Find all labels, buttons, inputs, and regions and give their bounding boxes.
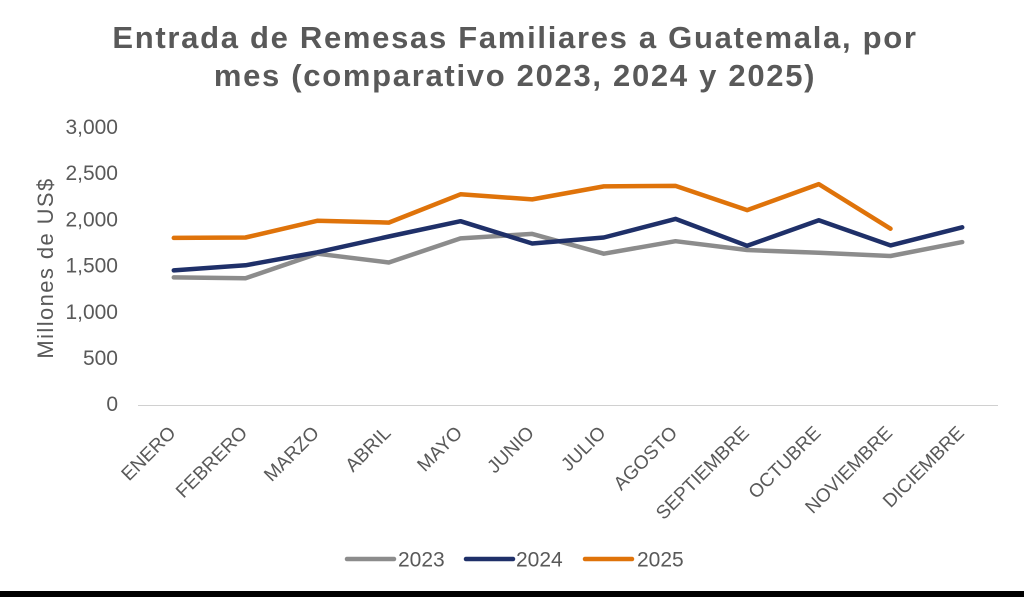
svg-text:JUNIO: JUNIO: [484, 423, 539, 478]
svg-text:FEBRERO: FEBRERO: [172, 423, 252, 503]
svg-text:0: 0: [106, 393, 118, 416]
svg-text:1,500: 1,500: [65, 255, 118, 278]
svg-text:AGOSTO: AGOSTO: [610, 423, 682, 495]
svg-text:MAYO: MAYO: [414, 423, 467, 476]
svg-text:2,000: 2,000: [65, 208, 118, 231]
svg-text:500: 500: [83, 347, 118, 370]
svg-text:Millones de US$: Millones de US$: [33, 177, 58, 358]
svg-text:MARZO: MARZO: [260, 423, 323, 486]
svg-text:ABRIL: ABRIL: [342, 423, 396, 477]
svg-text:2025: 2025: [637, 549, 684, 572]
svg-text:2024: 2024: [516, 549, 563, 572]
svg-text:3,000: 3,000: [65, 116, 118, 139]
svg-text:ENERO: ENERO: [118, 423, 181, 486]
svg-text:2,500: 2,500: [65, 162, 118, 185]
svg-text:JULIO: JULIO: [557, 423, 610, 476]
svg-text:2023: 2023: [398, 549, 445, 572]
svg-text:1,000: 1,000: [65, 301, 118, 324]
